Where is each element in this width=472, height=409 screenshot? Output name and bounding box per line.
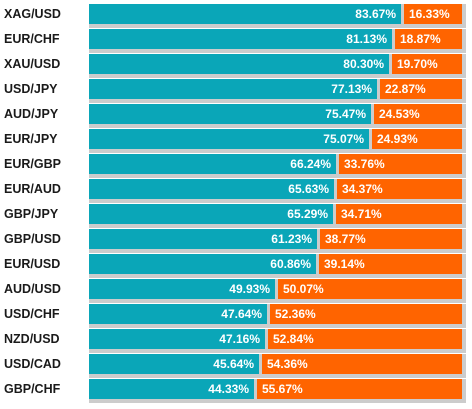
bar-segment-series-1: 49.93% (89, 279, 275, 299)
data-label: 77.13% (331, 82, 372, 96)
data-label: 34.71% (341, 207, 382, 221)
category-label: EUR/GBP (4, 157, 61, 171)
data-label: 65.63% (288, 182, 329, 196)
data-label: 60.86% (270, 257, 311, 271)
category-label: EUR/CHF (4, 32, 60, 46)
bar-segment-series-2: 38.77% (320, 229, 462, 249)
bar-segment-series-1: 61.23% (89, 229, 317, 249)
data-label: 47.16% (219, 332, 260, 346)
data-label: 52.36% (275, 307, 316, 321)
bar-segment-series-1: 60.86% (89, 254, 316, 274)
bar-segment-series-1: 81.13% (89, 29, 392, 49)
bar-segment-series-2: 52.84% (268, 329, 462, 349)
category-label: USD/CHF (4, 307, 60, 321)
category-label: GBP/CHF (4, 382, 61, 396)
data-label: 61.23% (271, 232, 312, 246)
category-label: EUR/USD (4, 257, 61, 271)
data-label: 39.14% (324, 257, 365, 271)
bar-segment-series-1: 80.30% (89, 54, 389, 74)
bar-segment-series-2: 34.71% (336, 204, 462, 224)
category-label: EUR/AUD (4, 182, 61, 196)
bar-segment-series-2: 50.07% (278, 279, 462, 299)
data-label: 47.64% (221, 307, 262, 321)
data-label: 75.07% (323, 132, 364, 146)
category-label: USD/CAD (4, 357, 61, 371)
bar-segment-series-2: 19.70% (392, 54, 462, 74)
bar-segment-series-2: 52.36% (270, 304, 462, 324)
category-label: USD/JPY (4, 82, 58, 96)
category-label: AUD/JPY (4, 107, 59, 121)
bar-segment-series-1: 75.47% (89, 104, 371, 124)
bar-segment-series-1: 47.16% (89, 329, 265, 349)
bar-segment-series-1: 66.24% (89, 154, 336, 174)
bar-segment-series-2: 39.14% (319, 254, 462, 274)
data-label: 83.67% (355, 7, 396, 21)
data-label: 24.53% (379, 107, 420, 121)
data-label: 75.47% (325, 107, 366, 121)
data-label: 34.37% (342, 182, 383, 196)
bar-segment-series-1: 47.64% (89, 304, 267, 324)
category-label: GBP/USD (4, 232, 61, 246)
data-label: 80.30% (343, 57, 384, 71)
data-label: 54.36% (267, 357, 308, 371)
data-label: 52.84% (273, 332, 314, 346)
data-label: 44.33% (208, 382, 249, 396)
data-label: 24.93% (377, 132, 418, 146)
bar-segment-series-2: 24.93% (372, 129, 462, 149)
bar-segment-series-1: 44.33% (89, 379, 254, 399)
bar-segment-series-1: 45.64% (89, 354, 259, 374)
bar-segment-series-2: 22.87% (380, 79, 462, 99)
bar-segment-series-1: 77.13% (89, 79, 377, 99)
bar-segment-series-2: 55.67% (257, 379, 462, 399)
category-label: GBP/JPY (4, 207, 59, 221)
category-label: EUR/JPY (4, 132, 58, 146)
category-label: NZD/USD (4, 332, 60, 346)
data-label: 50.07% (283, 282, 324, 296)
data-label: 66.24% (290, 157, 331, 171)
data-label: 55.67% (262, 382, 303, 396)
data-label: 65.29% (287, 207, 328, 221)
data-label: 45.64% (213, 357, 254, 371)
data-label: 22.87% (385, 82, 426, 96)
bar-segment-series-2: 34.37% (337, 179, 462, 199)
bar-segment-series-2: 16.33% (404, 4, 462, 24)
bar-segment-series-1: 83.67% (89, 4, 401, 24)
bar-segment-series-2: 54.36% (262, 354, 462, 374)
category-label: XAU/USD (4, 57, 61, 71)
data-label: 38.77% (325, 232, 366, 246)
bar-segment-series-2: 33.76% (339, 154, 462, 174)
data-label: 49.93% (229, 282, 270, 296)
data-label: 81.13% (346, 32, 387, 46)
data-label: 19.70% (397, 57, 438, 71)
bar-segment-series-1: 65.63% (89, 179, 334, 199)
bar-segment-series-2: 24.53% (374, 104, 462, 124)
bar-segment-series-1: 75.07% (89, 129, 369, 149)
bar-segment-series-1: 65.29% (89, 204, 333, 224)
data-label: 33.76% (344, 157, 385, 171)
data-label: 18.87% (400, 32, 441, 46)
bar-segment-series-2: 18.87% (395, 29, 462, 49)
data-label: 16.33% (409, 7, 450, 21)
category-label: XAG/USD (4, 7, 61, 21)
category-label: AUD/USD (4, 282, 61, 296)
